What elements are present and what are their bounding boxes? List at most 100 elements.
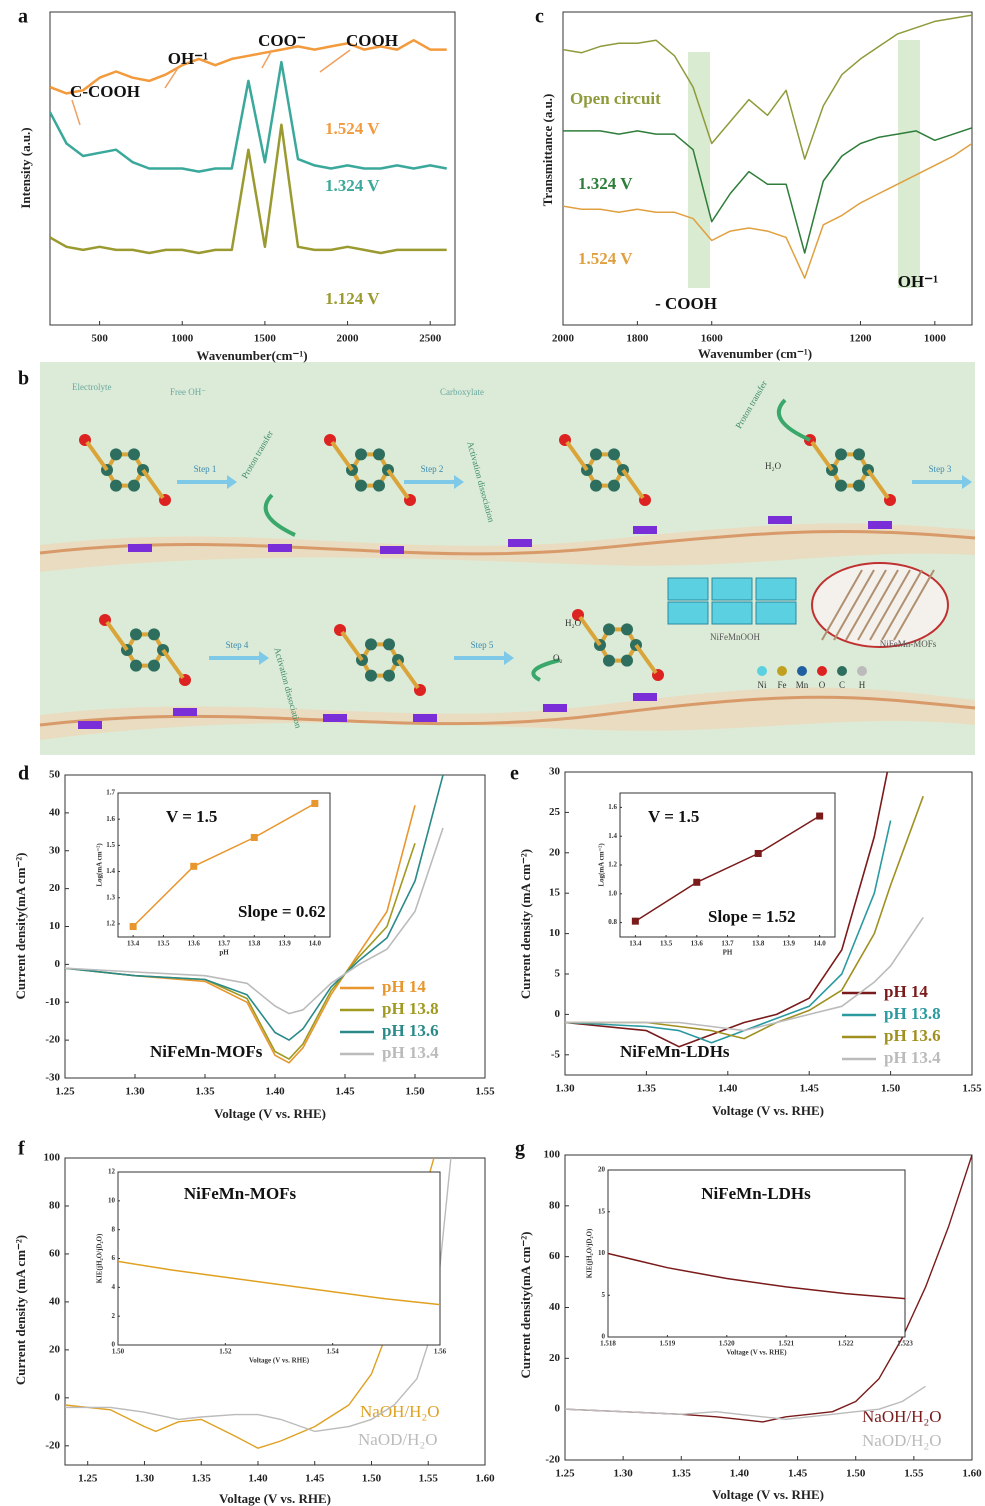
- series-label: 1.524 V: [578, 249, 633, 268]
- y-tick-label: 10: [598, 1249, 606, 1257]
- y-axis-label: Current density (mA cm⁻²): [518, 849, 533, 999]
- x-tick-label: 1.40: [248, 1473, 268, 1485]
- x-tick-label: 13.9: [278, 940, 291, 948]
- x-tick-label: 1.35: [637, 1083, 657, 1095]
- y-tick-label: 80: [549, 1199, 561, 1211]
- annotation-arrow: [72, 100, 80, 125]
- panel-label: f: [18, 1138, 25, 1160]
- x-tick-label: 13.4: [127, 940, 140, 948]
- x-tick-label: 1.521: [778, 1340, 794, 1348]
- inset-y-label: Log(mA cm⁻²): [598, 843, 606, 887]
- anchor-site: [128, 544, 152, 552]
- x-tick-label: 14.0: [309, 940, 322, 948]
- atom-c: [608, 480, 620, 492]
- material-label: NiFeMnOOH: [710, 632, 761, 642]
- step-label: Step 2: [421, 464, 444, 474]
- annotation: OH⁻¹: [898, 272, 939, 291]
- anchor-site: [78, 721, 102, 729]
- y-tick-label: 40: [549, 1301, 561, 1313]
- annotation: C-COOH: [70, 82, 140, 101]
- inset-point: [311, 800, 318, 807]
- y-tick-label: 4: [112, 1283, 116, 1291]
- y-tick-label: 100: [44, 1152, 61, 1164]
- panel-label: e: [510, 763, 519, 785]
- y-tick-label: 20: [549, 1352, 561, 1364]
- atom-c: [130, 628, 142, 640]
- x-tick-label: 1.60: [475, 1473, 495, 1485]
- x-tick-label: 1.35: [192, 1473, 212, 1485]
- species-label: H₂O: [565, 618, 582, 628]
- annotation-arrow: [320, 50, 350, 72]
- atom-c: [835, 480, 847, 492]
- y-tick-label: -20: [545, 1454, 560, 1466]
- element-label: Mn: [796, 680, 809, 690]
- y-tick-label: -20: [45, 1439, 60, 1451]
- y-tick-label: 20: [49, 882, 61, 894]
- series-label: Open circuit: [570, 89, 661, 108]
- material-label: NiFeMn-MOFs: [880, 639, 937, 649]
- element-label: H: [859, 680, 866, 690]
- x-tick-label: 1.55: [962, 1083, 982, 1095]
- octahedron: [668, 578, 708, 600]
- annotation: NiFeMn-MOFs: [150, 1042, 263, 1061]
- anchor-site: [413, 714, 437, 722]
- atom-c: [365, 638, 377, 650]
- element-swatch: [797, 666, 807, 676]
- x-tick-label: 13.5: [660, 940, 673, 948]
- y-tick-label: 40: [49, 806, 61, 818]
- octahedron: [712, 602, 752, 624]
- legend-label: NaOD/H₂O: [358, 1430, 438, 1449]
- x-tick-label: 13.8: [248, 940, 261, 948]
- atom-c: [608, 448, 620, 460]
- y-tick-label: 5: [602, 1291, 606, 1299]
- inset-x-label: Voltage (V vs. RHE): [726, 1349, 787, 1357]
- x-tick-label: 1.50: [112, 1348, 125, 1356]
- inset-y-label: KIE(jH₂O/jD₂O): [96, 1233, 104, 1283]
- y-tick-label: 1.3: [106, 893, 115, 901]
- atom-c: [621, 655, 633, 667]
- annotation: COOH: [346, 31, 398, 50]
- x-tick-label: 1500: [254, 333, 277, 345]
- legend-label: pH 14: [884, 982, 928, 1001]
- y-tick-label: 80: [49, 1200, 61, 1212]
- legend-label: pH 13.6: [884, 1026, 941, 1045]
- x-tick-label: 13.7: [721, 940, 734, 948]
- atom-c: [603, 623, 615, 635]
- panel-label: a: [18, 6, 28, 28]
- atom-c: [355, 480, 367, 492]
- x-tick-label: 1.30: [125, 1086, 145, 1098]
- atom-c: [383, 638, 395, 650]
- y-tick-label: 50: [49, 769, 61, 781]
- anchor-site: [323, 714, 347, 722]
- annotation: COO⁻: [258, 31, 306, 50]
- legend-label: pH 13.4: [884, 1048, 941, 1067]
- x-tick-label: 1.55: [904, 1468, 924, 1480]
- y-axis-label: Current density(mA cm⁻²): [518, 1232, 533, 1379]
- element-swatch: [857, 666, 867, 676]
- x-tick-label: 1.50: [881, 1083, 901, 1095]
- x-tick-label: 13.9: [783, 940, 796, 948]
- element-swatch: [757, 666, 767, 676]
- x-tick-label: 1.30: [555, 1083, 575, 1095]
- y-axis-label: Transmittance (a.u.): [540, 94, 555, 207]
- series-label: 1.524 V: [325, 119, 380, 138]
- atom-c: [603, 655, 615, 667]
- x-tick-label: 1.35: [195, 1086, 215, 1098]
- atom-c: [355, 448, 367, 460]
- annotation: OH⁻¹: [168, 49, 209, 68]
- series-line: [50, 125, 447, 253]
- x-tick-label: 1.25: [55, 1086, 75, 1098]
- legend-top-label: Carboxylate: [440, 387, 484, 397]
- inset-annotation: V = 1.5: [648, 807, 699, 826]
- octahedron: [668, 602, 708, 624]
- legend-label: pH 13.8: [382, 999, 439, 1018]
- species-label: O₂: [553, 653, 563, 663]
- y-tick-label: 0: [55, 1391, 61, 1403]
- y-tick-label: 20: [598, 1166, 606, 1174]
- inset-annotation: V = 1.5: [166, 807, 217, 826]
- x-tick-label: 1.35: [672, 1468, 692, 1480]
- anchor-site: [633, 526, 657, 534]
- inset-point: [632, 918, 639, 925]
- anchor-site: [543, 704, 567, 712]
- y-tick-label: 8: [112, 1225, 116, 1233]
